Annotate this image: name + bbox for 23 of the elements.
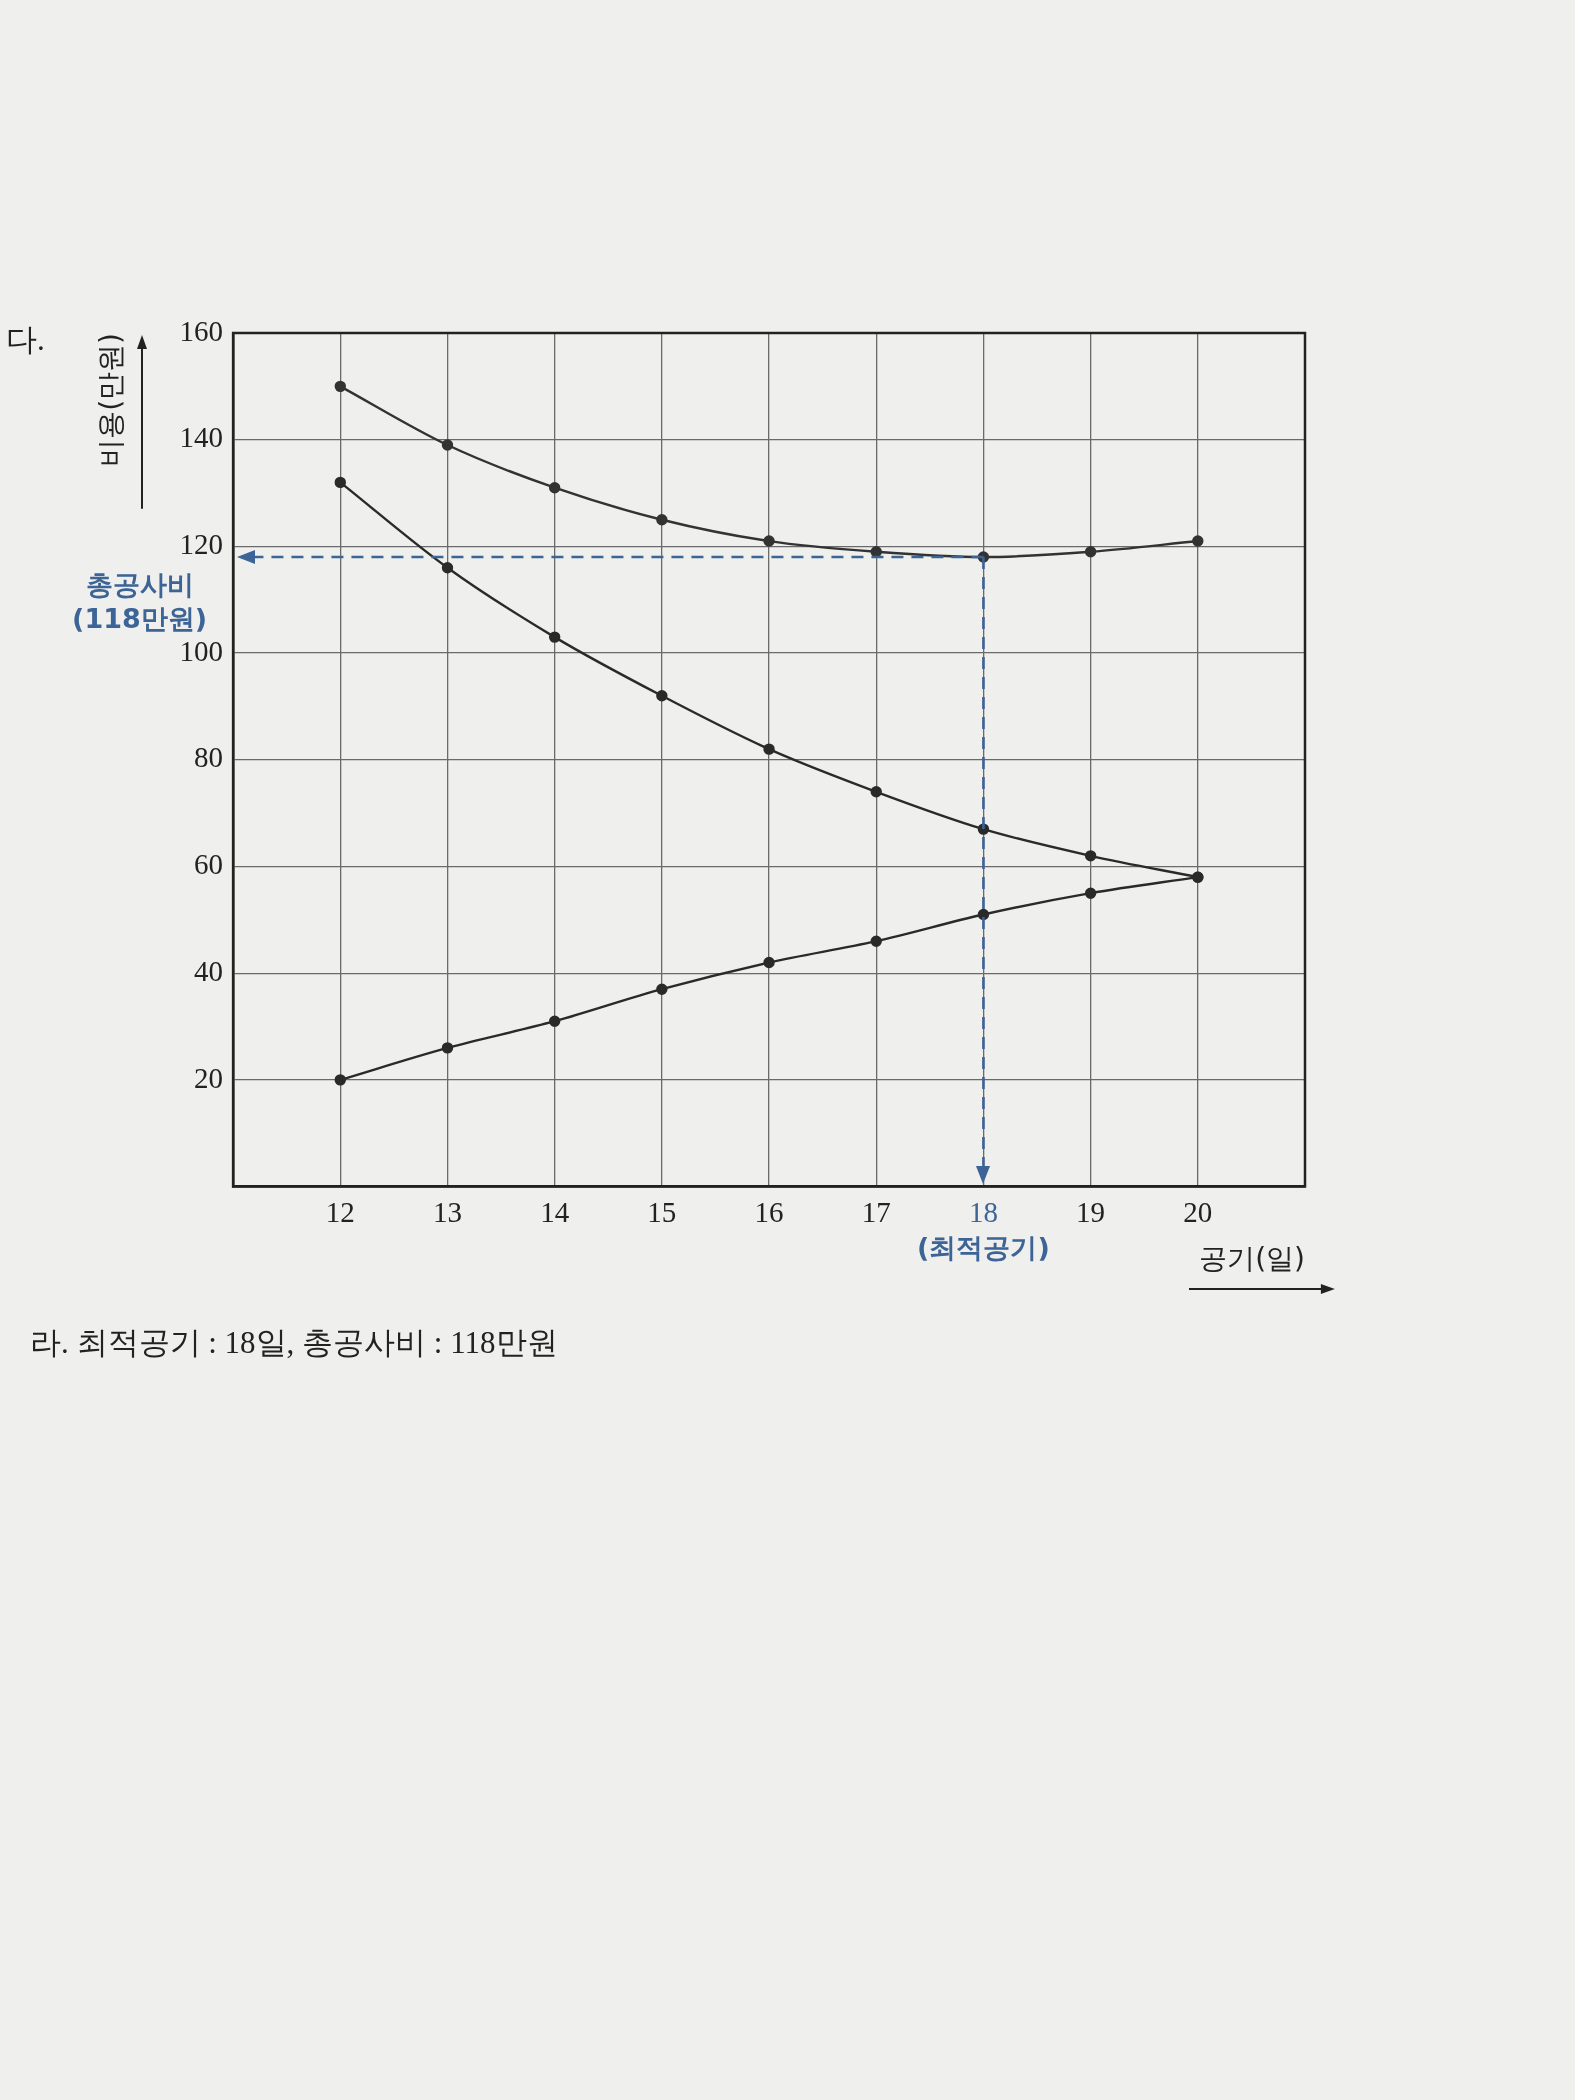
x-tick-label: 12 (325, 1195, 355, 1228)
y-tick-label: 160 (179, 314, 224, 347)
y-tick-label: 20 (194, 1061, 224, 1094)
y-tick-label: 120 (179, 528, 224, 561)
y-tick-label: 140 (179, 421, 224, 454)
x-tick-label: 14 (540, 1195, 570, 1228)
text: 라. 최적공기 : 18일, 총공사비 : 118만원 (30, 1324, 558, 1362)
y-tick-label: 60 (194, 848, 224, 881)
y-tick-label: 100 (179, 634, 224, 667)
x-axis-title: 공기(일) (1199, 1242, 1305, 1276)
x-tick-label: 13 (432, 1195, 462, 1228)
x-tick-label: 17 (861, 1195, 891, 1228)
x-tick-label: 19 (1076, 1195, 1106, 1228)
y-tick-label: 80 (194, 741, 224, 774)
x-tick-label: 20 (1183, 1195, 1213, 1228)
x-tick-label: 16 (754, 1195, 784, 1228)
y-axis-title: 비용(만원) (94, 333, 128, 467)
y-tick-label: 40 (194, 954, 224, 987)
ref-line-label: 총공사비 (118만원) (72, 568, 208, 634)
x-tick-label: 15 (647, 1195, 677, 1228)
text: 다. (6, 321, 45, 359)
x-tick-label: 18 (968, 1195, 998, 1228)
ref-line-label: (최적공기) (917, 1232, 1050, 1264)
